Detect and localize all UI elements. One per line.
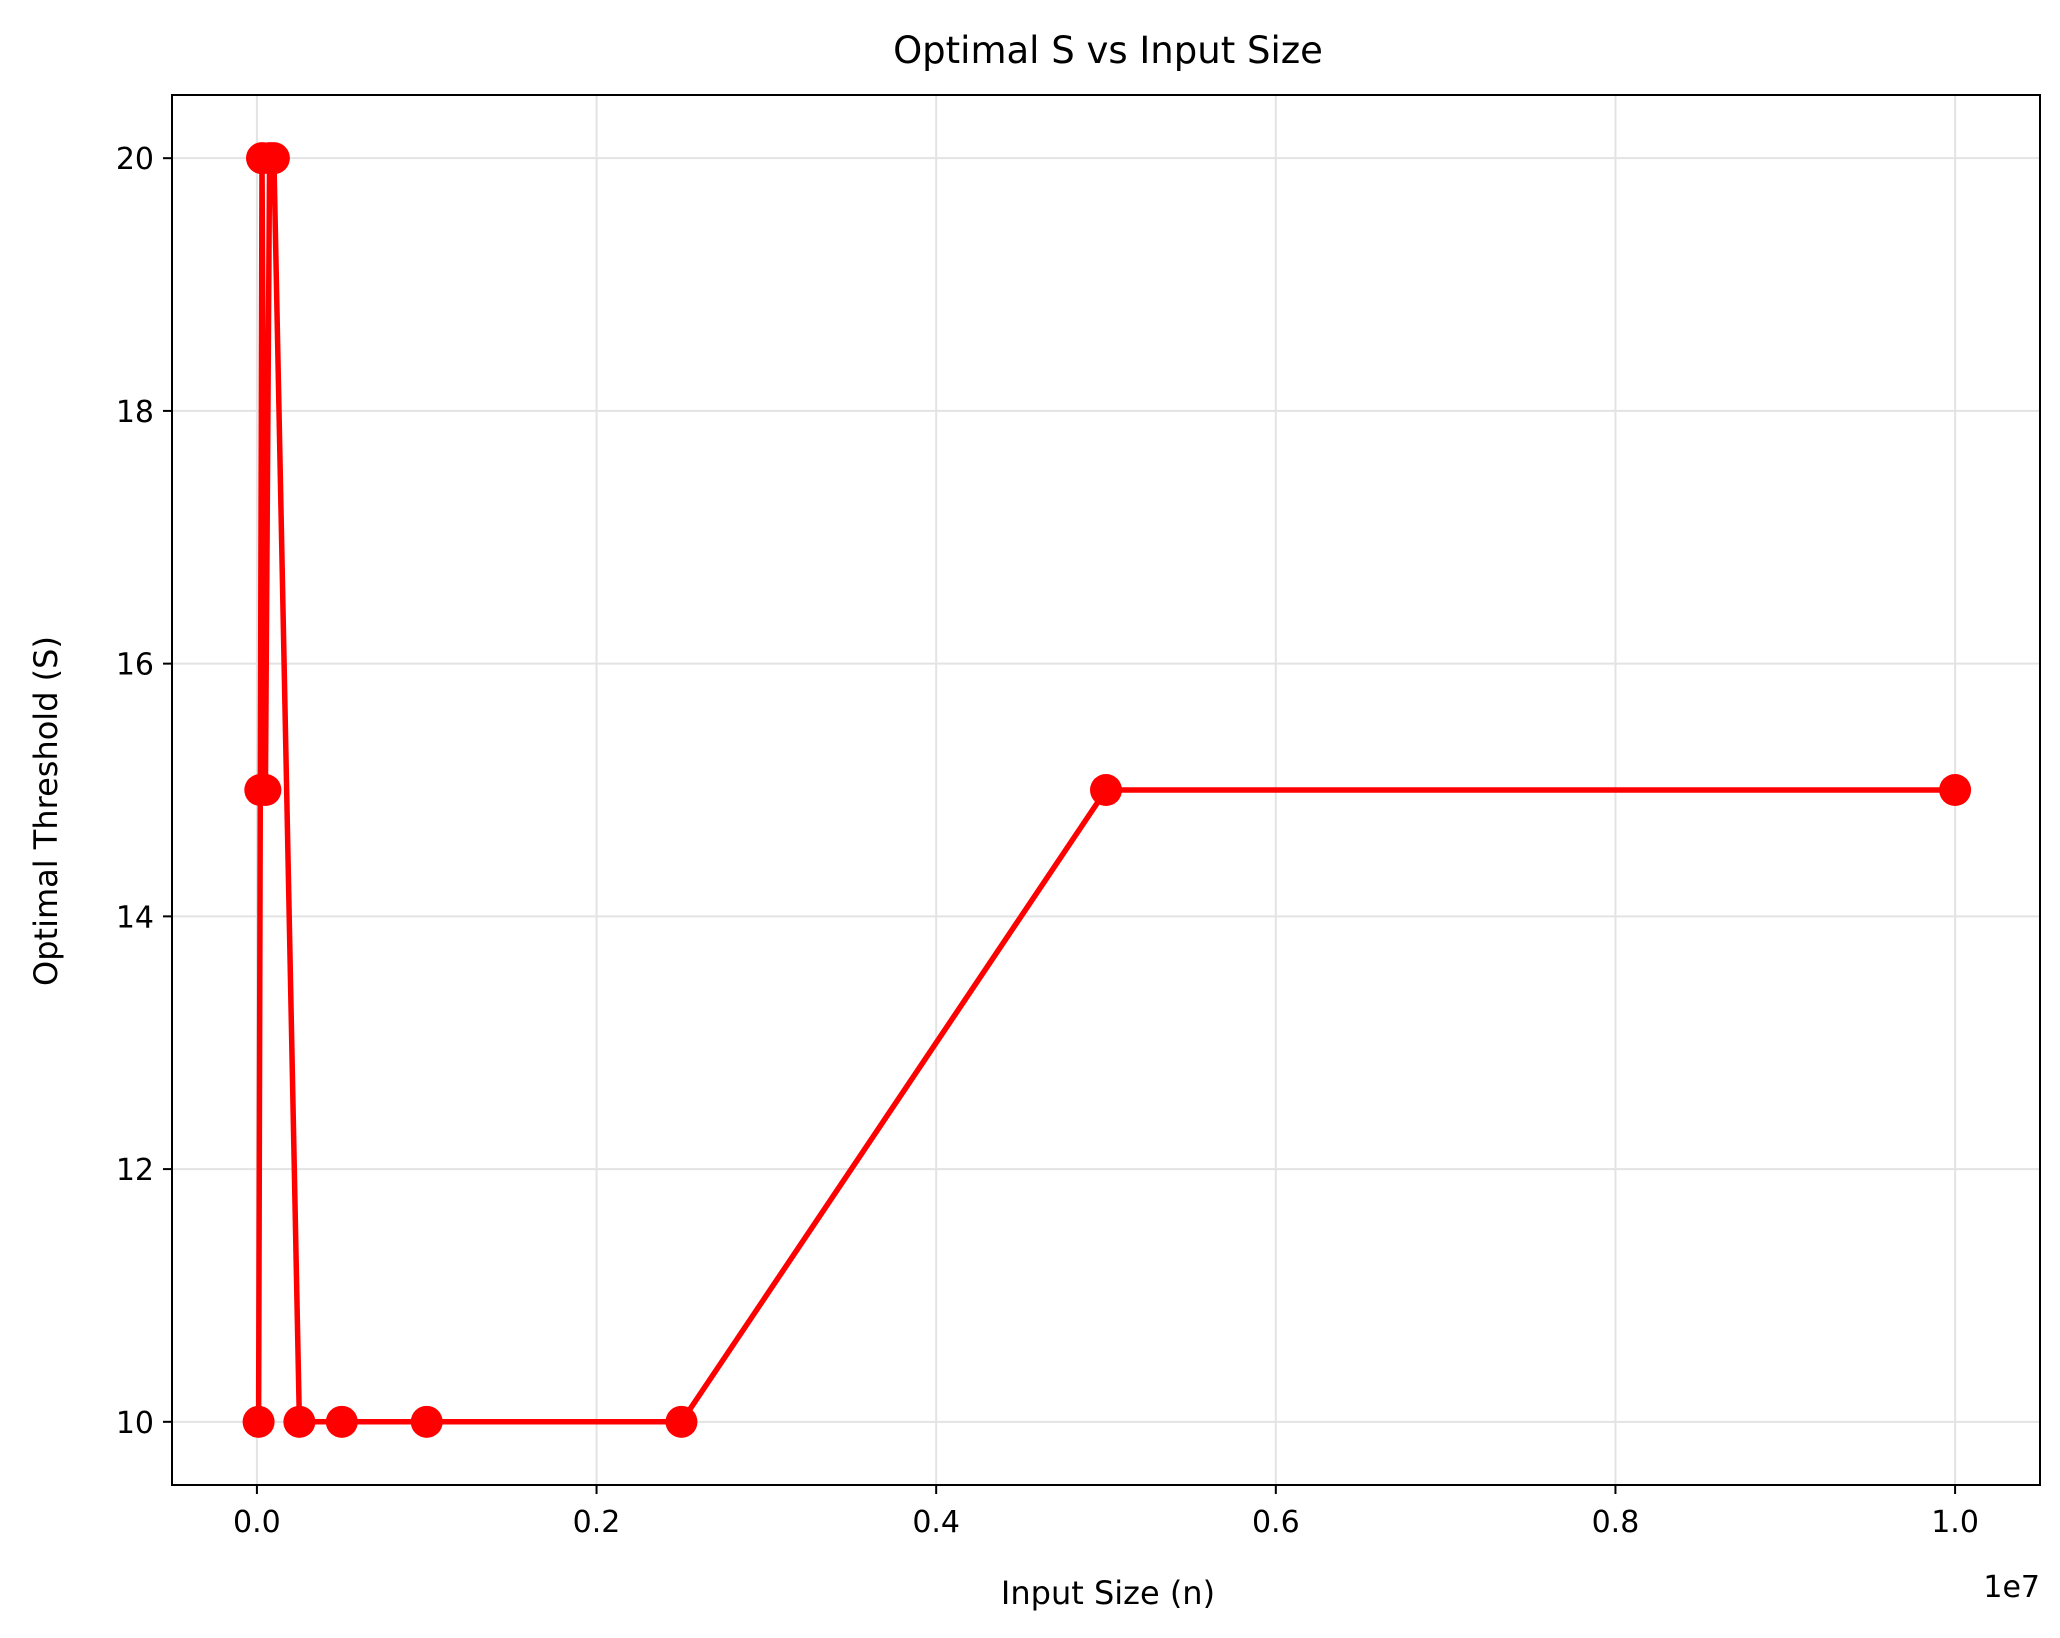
x-tick-label: 0.2 — [573, 1505, 621, 1540]
data-point — [1939, 774, 1972, 806]
plot-frame — [171, 94, 2041, 1486]
axis-ticks: 0.0 0.2 0.4 0.6 0.8 1.0 10 12 14 16 18 20 — [116, 142, 1979, 1540]
y-tick-label: 16 — [116, 648, 154, 683]
data-point — [410, 1405, 443, 1438]
x-axis-label: Input Size (n) — [1001, 1574, 1215, 1612]
data-point — [1090, 774, 1122, 806]
y-tick-label: 14 — [116, 900, 154, 935]
data-point — [249, 774, 282, 806]
y-tick-label: 12 — [116, 1153, 154, 1188]
y-tick-label: 20 — [116, 142, 154, 177]
y-tick-label: 10 — [116, 1406, 154, 1441]
x-axis-offset-label: 1e7 — [1983, 1570, 2040, 1605]
y-tick-label: 18 — [116, 395, 154, 430]
series-layer — [242, 142, 1972, 1438]
x-tick-label: 1.0 — [1931, 1505, 1979, 1540]
data-point — [283, 1405, 316, 1438]
data-point — [665, 1405, 698, 1438]
series-line — [255, 155, 1956, 1425]
x-tick-label: 0.6 — [1252, 1505, 1300, 1540]
data-point — [325, 1405, 358, 1438]
x-tick-label: 0.4 — [912, 1505, 960, 1540]
x-tick-label: 0.0 — [233, 1505, 281, 1540]
x-tick-label: 0.8 — [1592, 1505, 1640, 1540]
data-point — [242, 1405, 275, 1438]
y-axis-label: Optimal Threshold (S) — [27, 636, 65, 986]
data-point — [257, 142, 290, 175]
chart-title: Optimal S vs Input Size — [893, 29, 1323, 72]
